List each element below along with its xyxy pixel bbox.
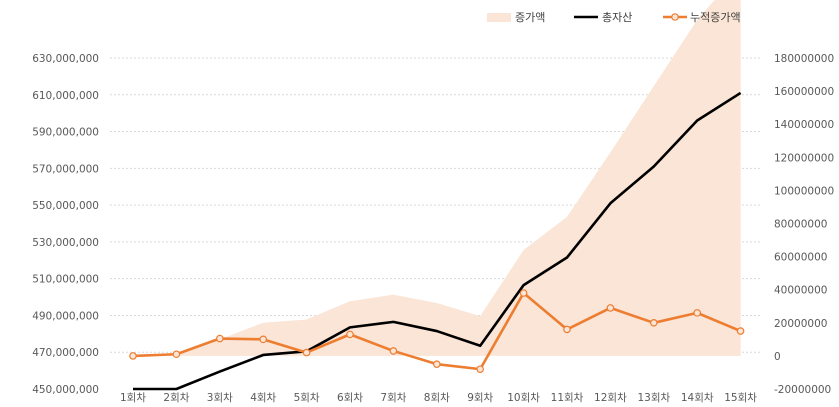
right-tick-label: 120000000: [774, 152, 834, 164]
x-tick-label: 9회차: [467, 392, 493, 404]
cumulative-point: [693, 309, 702, 317]
cumulative-point: [216, 334, 224, 343]
right-tick-label: 140000000: [774, 119, 834, 131]
legend-label-cumulative: 누적증가액: [690, 11, 741, 24]
left-tick-label: 610,000,000: [32, 90, 99, 102]
x-tick-label: 7회차: [380, 392, 406, 404]
cumulative-point: [259, 335, 268, 344]
right-tick-label: 0: [774, 351, 781, 363]
x-tick-label: 5회차: [294, 392, 320, 404]
legend-label-increase: 증가액: [515, 11, 545, 24]
right-tick-label: 60000000: [774, 252, 827, 264]
cumulative-point: [346, 330, 354, 339]
x-tick-label: 14회차: [681, 392, 714, 404]
legend-marker-cumulative: [671, 13, 679, 21]
cumulative-point: [302, 348, 311, 357]
line-total-assets: [133, 91, 742, 391]
x-tick-label: 6회차: [337, 392, 363, 404]
right-tick-label: -20000000: [774, 384, 831, 396]
area-increase: [133, 0, 741, 356]
right-tick-label: 180000000: [774, 53, 834, 65]
cumulative-point: [476, 365, 485, 373]
left-tick-label: 510,000,000: [32, 274, 99, 286]
left-tick-label: 570,000,000: [32, 163, 99, 175]
left-tick-label: 630,000,000: [32, 53, 99, 65]
x-tick-label: 12회차: [594, 392, 627, 404]
x-tick-label: 3회차: [207, 392, 233, 404]
left-tick-label: 530,000,000: [32, 237, 99, 249]
x-tick-label: 10회차: [507, 392, 540, 404]
cumulative-point: [736, 327, 745, 335]
cumulative-point: [606, 304, 615, 312]
x-tick-label: 11회차: [551, 392, 584, 404]
right-tick-label: 20000000: [774, 318, 827, 330]
right-tick-label: 100000000: [774, 185, 834, 197]
left-tick-label: 490,000,000: [32, 310, 99, 322]
x-tick-label: 1회차: [120, 392, 146, 404]
right-axis: -20000000 0 20000000 40000000 60000000 800000…: [774, 53, 834, 396]
cumulative-point: [389, 347, 398, 355]
left-axis: 450,000,000 470,000,000 490,000,000 510,000…: [32, 53, 99, 396]
grid-lines: [110, 57, 760, 353]
legend-label-total: 총자산: [602, 11, 632, 24]
right-tick-label: 40000000: [774, 285, 827, 297]
left-tick-label: 470,000,000: [32, 347, 99, 359]
cumulative-point: [432, 360, 441, 368]
left-tick-label: 450,000,000: [32, 384, 99, 396]
x-tick-label: 8회차: [424, 392, 450, 404]
x-tick-label: 15회차: [724, 392, 757, 404]
legend-swatch-increase: [487, 13, 511, 22]
cumulative-point: [129, 352, 137, 360]
x-tick-label: 13회차: [637, 392, 670, 404]
x-tick-label: 2회차: [163, 392, 189, 404]
legend: 증가액 총자산 누적증가액: [487, 11, 741, 24]
x-tick-label: 4회차: [250, 392, 276, 404]
left-tick-label: 550,000,000: [32, 200, 99, 212]
x-axis: 1회차 2회차 3회차 4회차 5회차 6회차 7회차 8회차 9회차 10회차 11회차 12회차 1…: [120, 392, 757, 404]
left-tick-label: 590,000,000: [32, 127, 99, 139]
right-tick-label: 80000000: [774, 219, 827, 231]
cumulative-point: [563, 325, 571, 334]
area-series: [133, 0, 741, 356]
right-tick-label: 160000000: [774, 86, 834, 98]
markers: [129, 289, 745, 373]
cumulative-point: [172, 350, 181, 359]
cumulative-point: [649, 318, 658, 327]
cumulative-point: [519, 289, 528, 297]
